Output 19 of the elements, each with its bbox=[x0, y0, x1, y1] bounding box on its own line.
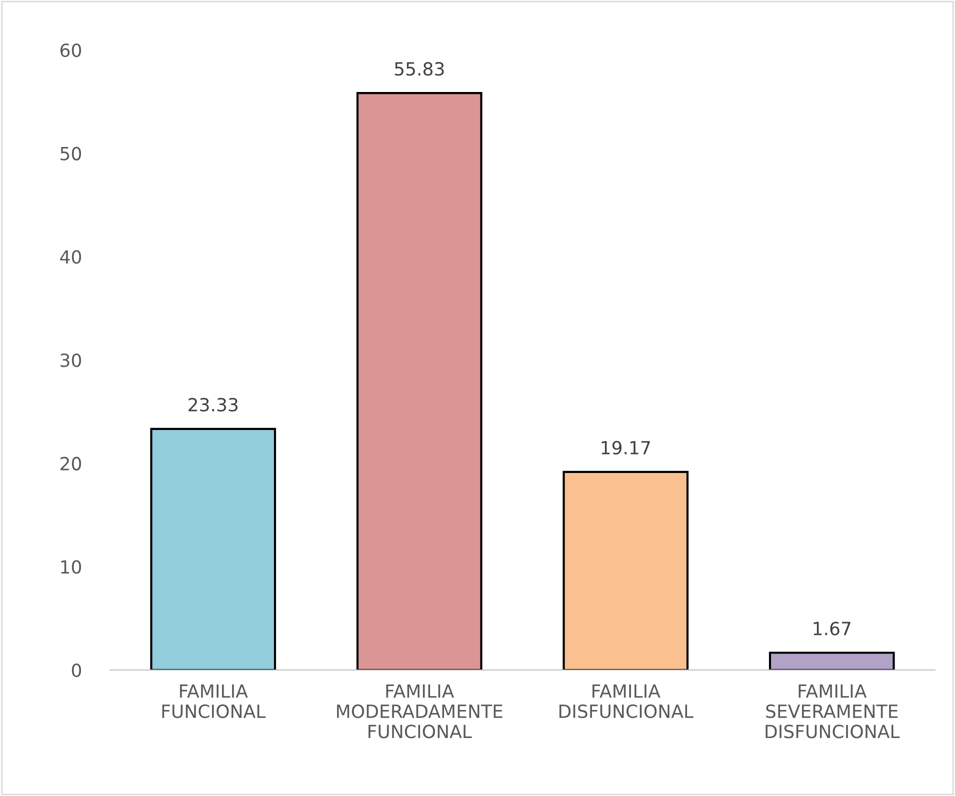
y-tick-label: 50 bbox=[60, 146, 82, 160]
x-tick-label: FAMILIA SEVERAMENTE DISFUNCIONAL bbox=[766, 684, 900, 738]
y-tick-label: 20 bbox=[60, 456, 82, 470]
bar bbox=[768, 652, 895, 670]
data-label: 1.67 bbox=[814, 622, 850, 636]
data-label: 19.17 bbox=[602, 440, 650, 455]
x-tick-label: FAMILIA MODERADAMENTE FUNCIONAL bbox=[337, 684, 502, 738]
y-tick-label: 10 bbox=[61, 560, 82, 574]
x-tick-label: FAMILIA FUNCIONAL bbox=[162, 684, 266, 718]
bar bbox=[356, 92, 482, 670]
y-tick-label: 30 bbox=[60, 353, 82, 368]
bar bbox=[150, 428, 276, 670]
y-tick-label: 40 bbox=[60, 250, 82, 264]
y-tick-label: 60 bbox=[60, 43, 82, 58]
bar bbox=[562, 470, 689, 670]
x-tick-label: FAMILIA DISFUNCIONAL bbox=[559, 684, 694, 718]
data-label: 55.83 bbox=[394, 62, 444, 76]
data-label: 23.33 bbox=[188, 398, 238, 412]
y-tick-label: 0 bbox=[72, 663, 82, 678]
